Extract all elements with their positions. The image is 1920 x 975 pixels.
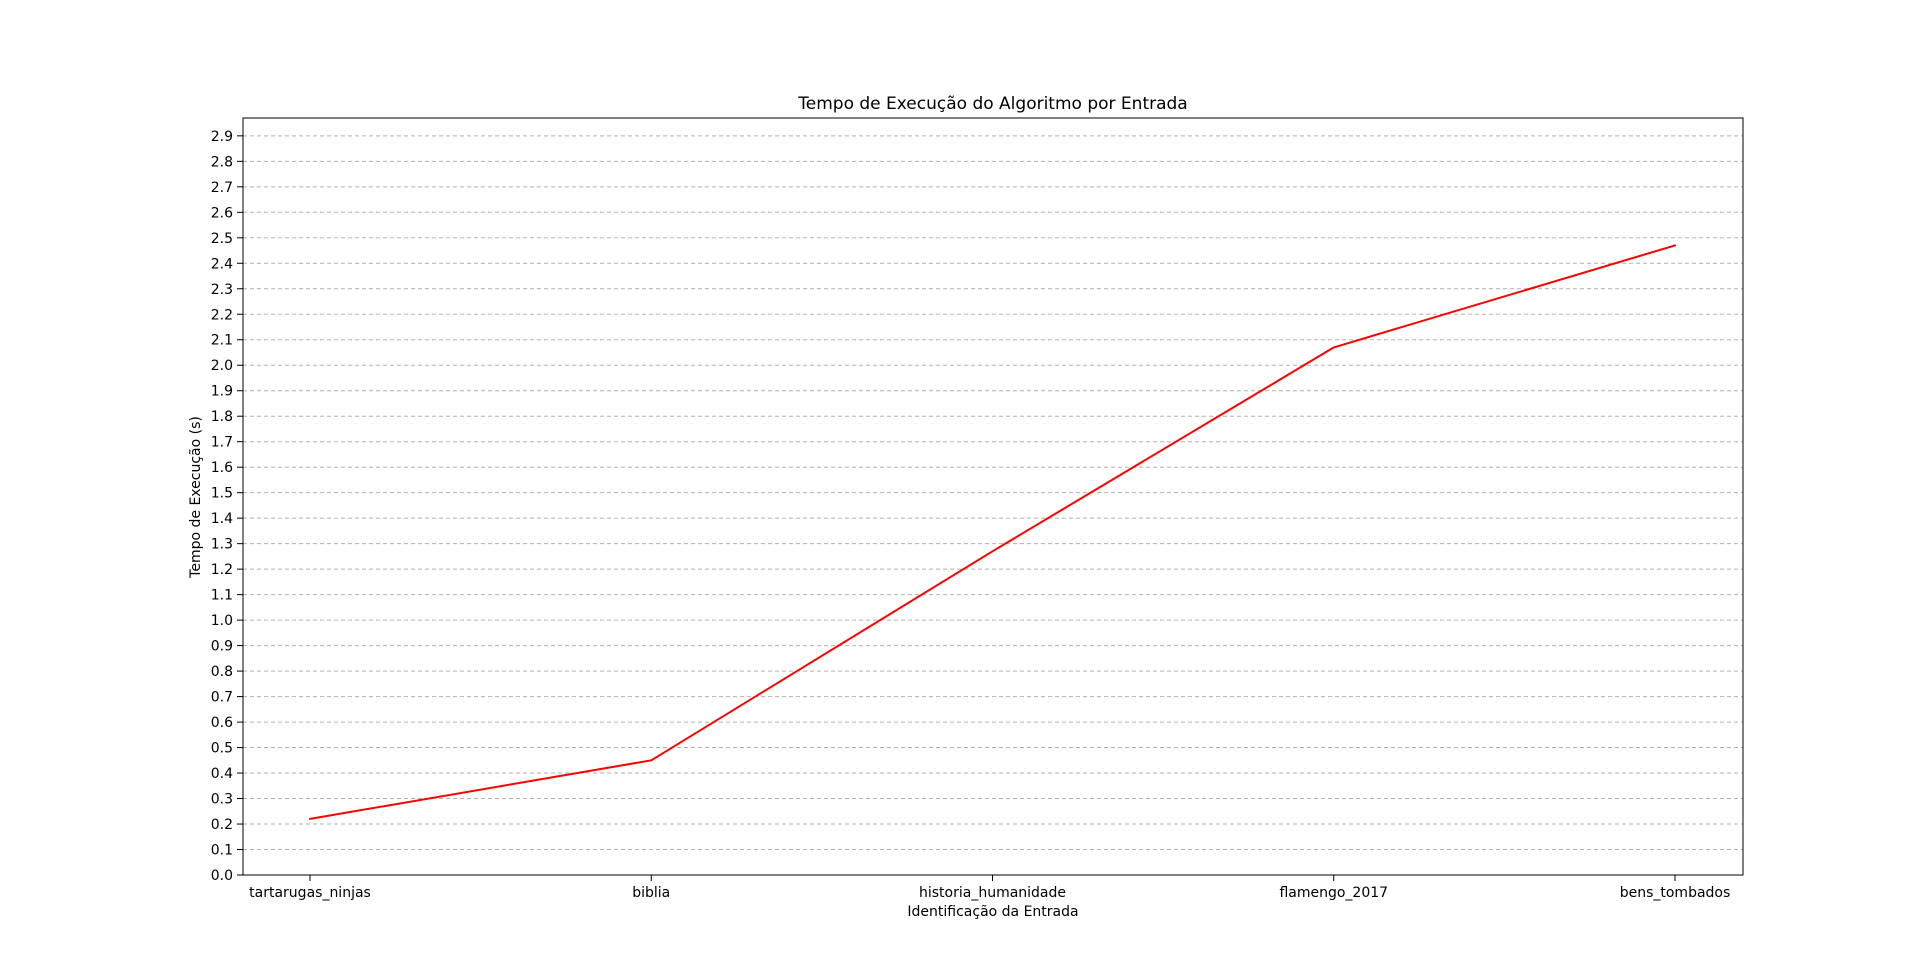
grid-lines xyxy=(243,135,1743,876)
y-tick-label: 2.1 xyxy=(211,333,233,349)
x-tick-label: bens_tombados xyxy=(1620,885,1731,901)
x-tick-label: historia_humanidade xyxy=(919,885,1066,901)
y-tick-label: 2.8 xyxy=(211,154,233,170)
y-tick-label: 0.4 xyxy=(211,766,233,782)
y-tick-label: 2.0 xyxy=(211,358,233,374)
y-tick-label: 2.6 xyxy=(211,205,233,221)
y-tick-label: 2.2 xyxy=(211,307,233,323)
y-tick-label: 0.5 xyxy=(211,741,233,757)
x-tick-label: biblia xyxy=(632,885,670,901)
y-tick-label: 1.8 xyxy=(211,409,233,425)
x-tick-label: flamengo_2017 xyxy=(1279,885,1388,901)
series-layer xyxy=(309,244,1676,820)
y-tick-label: 2.9 xyxy=(211,129,233,145)
x-axis-ticks: tartarugas_ninjas biblia historia_humanida… xyxy=(249,875,1730,901)
y-tick-label: 1.3 xyxy=(211,537,233,553)
y-tick-label: 0.0 xyxy=(211,868,233,884)
chart-title: Tempo de Execução do Algoritmo por Entra… xyxy=(797,94,1187,114)
y-tick-label: 2.4 xyxy=(211,256,233,272)
y-tick-label: 0.8 xyxy=(211,664,233,680)
y-tick-label: 2.7 xyxy=(211,180,233,196)
x-axis-label: Identificação da Entrada xyxy=(907,904,1078,920)
y-tick-label: 2.5 xyxy=(211,231,233,247)
y-tick-label: 0.3 xyxy=(211,792,233,808)
y-tick-label: 1.0 xyxy=(211,613,233,629)
y-tick-label: 1.1 xyxy=(211,588,233,604)
y-tick-label: 1.6 xyxy=(211,460,233,476)
y-tick-label: 1.9 xyxy=(211,384,233,400)
x-tick-label: tartarugas_ninjas xyxy=(249,885,371,901)
series-line xyxy=(309,244,1676,820)
y-tick-label: 0.1 xyxy=(211,843,233,859)
y-tick-label: 0.6 xyxy=(211,715,233,731)
y-tick-label: 1.7 xyxy=(211,435,233,451)
y-tick-label: 1.2 xyxy=(211,562,233,578)
y-tick-label: 0.2 xyxy=(211,817,233,833)
y-axis-ticks: 0.0 0.1 0.2 0.3 0.4 0.5 0.6 0.7 0.8 0.9 1.0 1.1 1.2 1… xyxy=(211,129,243,884)
y-tick-label: 1.5 xyxy=(211,486,233,502)
y-tick-label: 1.4 xyxy=(211,511,233,527)
y-tick-label: 2.3 xyxy=(211,282,233,298)
y-tick-label: 0.7 xyxy=(211,690,233,706)
y-axis-label: Tempo de Execução (s) xyxy=(188,416,204,579)
y-tick-label: 0.9 xyxy=(211,639,233,655)
